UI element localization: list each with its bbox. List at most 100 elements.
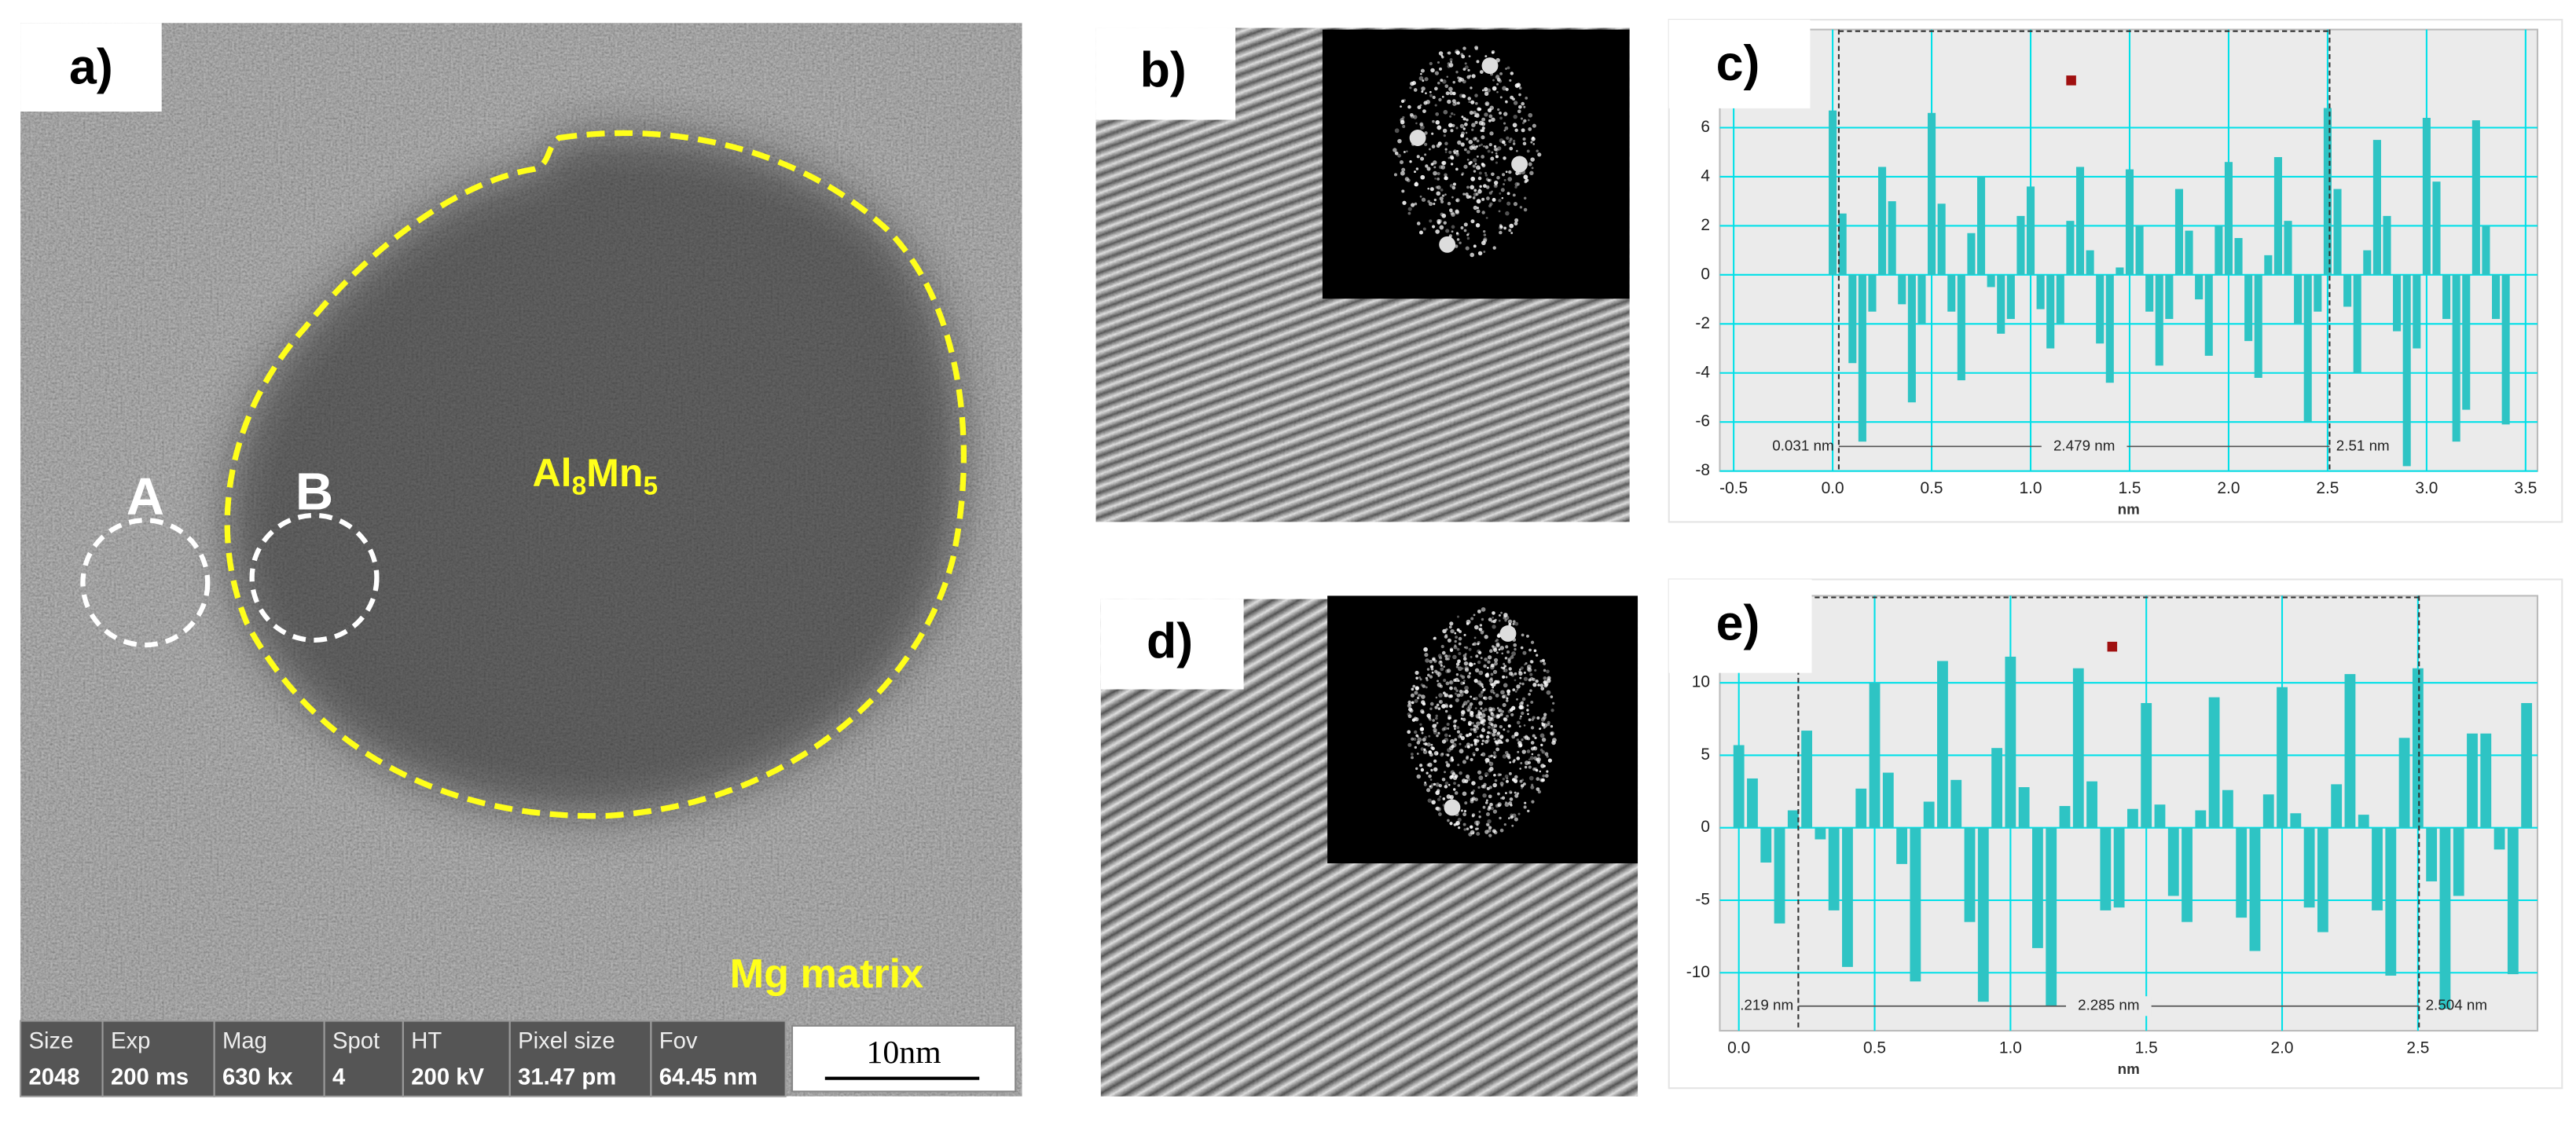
x-tick-label: 3.0 xyxy=(2415,479,2438,497)
fft-speck xyxy=(1472,196,1476,200)
fft-speck xyxy=(1454,738,1458,742)
fft-speck xyxy=(1434,86,1438,91)
fft-speck xyxy=(1472,752,1476,756)
fft-speck xyxy=(1480,143,1483,146)
fft-speck xyxy=(1449,621,1454,626)
fft-speck xyxy=(1528,775,1534,781)
fft-speck xyxy=(1511,778,1516,782)
fft-speck xyxy=(1491,117,1495,123)
bar xyxy=(1896,827,1908,864)
fft-speck xyxy=(1425,686,1428,689)
fft-speck xyxy=(1445,91,1450,96)
fft-speck xyxy=(1463,809,1466,813)
label-box xyxy=(20,23,162,112)
fft-speck xyxy=(1455,698,1459,702)
fft-speck xyxy=(1430,667,1434,671)
fft-speck xyxy=(1492,691,1495,694)
y-tick-label: -4 xyxy=(1695,363,1710,381)
fft-speck xyxy=(1426,788,1431,793)
fft-speck xyxy=(1499,828,1504,833)
bar xyxy=(2462,274,2471,410)
fft-speck xyxy=(1471,128,1474,131)
fft-speck xyxy=(1527,667,1532,672)
fft-speck xyxy=(1419,195,1422,198)
fft-speck xyxy=(1502,778,1506,781)
bar xyxy=(2115,267,2124,275)
fft-speck xyxy=(1523,105,1526,108)
cursor-marker xyxy=(2107,641,2118,652)
fft-speck xyxy=(1447,64,1451,68)
fft-speck xyxy=(1426,763,1430,767)
fft-speck xyxy=(1494,180,1499,185)
fft-speck xyxy=(1547,723,1550,727)
fft-speck xyxy=(1516,698,1518,701)
fft-speck xyxy=(1488,204,1492,208)
fft-speck xyxy=(1513,202,1518,207)
fft-speck xyxy=(1497,804,1501,808)
fft-speck xyxy=(1463,646,1466,649)
fft-speck xyxy=(1487,660,1491,664)
fft-speck xyxy=(1416,774,1421,779)
fft-speck xyxy=(1474,697,1478,701)
fft-speck xyxy=(1466,707,1470,712)
fft-speck xyxy=(1452,182,1456,186)
fft-speck xyxy=(1543,764,1546,767)
fft-speck xyxy=(1526,704,1529,707)
fft-speck xyxy=(1435,790,1440,796)
fft-speck xyxy=(1517,741,1522,746)
fft-speck xyxy=(1445,229,1450,233)
fft-speck xyxy=(1476,60,1480,64)
fft-speck xyxy=(1480,753,1483,756)
fft-speck xyxy=(1463,229,1467,233)
fft-speck xyxy=(1468,195,1472,199)
fft-speck xyxy=(1528,692,1531,696)
fft-speck xyxy=(1498,614,1501,617)
fft-speck xyxy=(1526,749,1531,753)
fft-speck xyxy=(1509,146,1514,151)
fft-speck xyxy=(1512,97,1515,101)
fft-speck xyxy=(1505,100,1508,103)
fft-speck xyxy=(1438,51,1444,56)
fft-speck xyxy=(1514,672,1517,676)
bar xyxy=(2086,781,2097,828)
fft-speck xyxy=(1455,210,1460,214)
bar xyxy=(2482,225,2490,275)
fft-speck xyxy=(1529,170,1534,176)
fft-speck xyxy=(1441,650,1446,655)
fft-speck xyxy=(1483,665,1487,668)
fft-speck xyxy=(1476,735,1479,738)
fft-speck xyxy=(1407,207,1412,211)
fft-speck xyxy=(1509,137,1513,141)
fft-speck xyxy=(1435,112,1440,116)
fft-speck xyxy=(1492,246,1496,250)
fft-speck xyxy=(1472,789,1476,793)
fft-speck xyxy=(1433,637,1436,640)
fft-speck xyxy=(1454,727,1456,731)
fft-speck xyxy=(1550,724,1554,728)
fft-speck xyxy=(1456,238,1460,241)
fft-speck xyxy=(1514,679,1517,682)
fft-speck xyxy=(1488,833,1492,837)
fft-speck xyxy=(1457,764,1460,767)
bar xyxy=(2507,827,2519,975)
cursor-marker xyxy=(2066,75,2076,86)
fft-speck xyxy=(1407,703,1412,709)
fft-speck xyxy=(1516,688,1519,691)
bar xyxy=(2343,274,2352,307)
bar xyxy=(2264,255,2273,275)
fft-speck xyxy=(1505,87,1509,91)
fft-speck xyxy=(1414,746,1418,749)
bar xyxy=(2165,274,2174,320)
fft-speck xyxy=(1402,115,1405,119)
fft-speck xyxy=(1532,123,1536,128)
fft-speck xyxy=(1500,690,1505,695)
fft-speck xyxy=(1481,713,1486,718)
fft-speck xyxy=(1531,800,1535,804)
info-name: Mag xyxy=(222,1028,267,1053)
fft-speck xyxy=(1437,680,1439,683)
label-box xyxy=(1100,599,1244,690)
fft-speck xyxy=(1444,694,1447,698)
span-label-bg xyxy=(2065,996,2152,1017)
fft-speck xyxy=(1493,658,1499,662)
fft-speck xyxy=(1462,654,1467,658)
